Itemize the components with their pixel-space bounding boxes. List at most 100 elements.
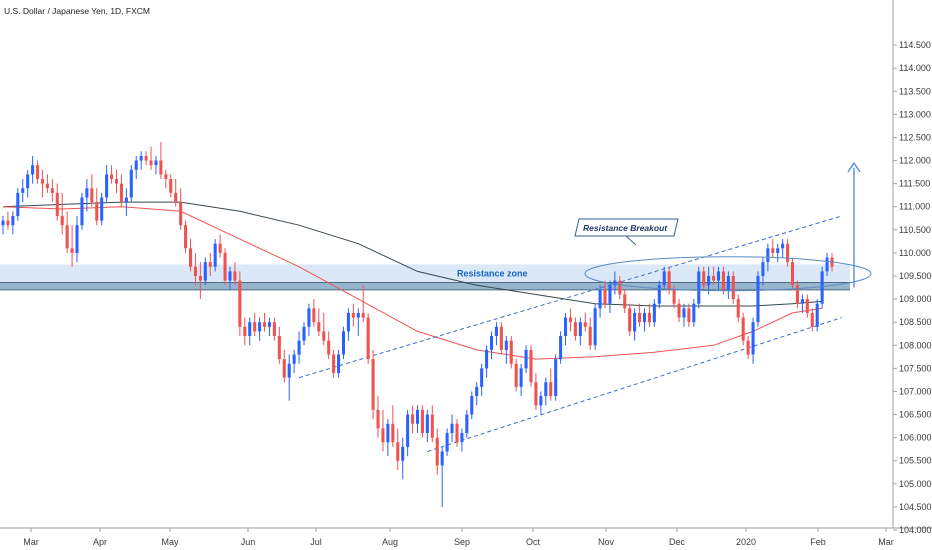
candle-body <box>1 220 5 226</box>
candle-body <box>317 322 321 332</box>
candle-body <box>11 215 15 226</box>
candle <box>272 317 276 341</box>
candle-body <box>430 414 434 438</box>
candle-body <box>6 220 10 226</box>
candle-body <box>559 336 563 360</box>
candle-body <box>45 183 49 189</box>
candle-body <box>509 340 513 364</box>
candle <box>820 266 824 309</box>
candle <box>815 299 819 332</box>
candle <box>282 349 286 383</box>
candle <box>40 169 45 198</box>
candle <box>623 289 627 313</box>
candle <box>105 165 109 203</box>
candle <box>366 312 370 364</box>
candle <box>406 409 410 457</box>
candle <box>287 354 291 401</box>
y-tick-label: 110.500 <box>899 225 931 235</box>
candle <box>489 331 494 360</box>
candle <box>50 179 54 203</box>
candle <box>652 299 656 327</box>
candle-body <box>401 446 405 461</box>
candle <box>825 252 829 276</box>
y-tick-label: 107.000 <box>899 386 932 396</box>
candle <box>731 271 735 304</box>
candle-body <box>613 280 617 286</box>
candle <box>805 294 809 318</box>
candle-body <box>36 165 40 180</box>
candle <box>228 266 232 290</box>
y-tick-label: 113.500 <box>899 86 931 96</box>
x-tick-label: Sep <box>454 537 470 547</box>
candle-body <box>415 409 420 424</box>
candle <box>386 419 390 457</box>
candle-body <box>554 359 558 397</box>
candle-body <box>292 354 296 364</box>
candle <box>781 239 785 258</box>
candle <box>519 363 523 397</box>
candle <box>193 252 197 286</box>
candle <box>45 174 49 193</box>
channel-lower-line <box>427 317 843 452</box>
candle-body <box>697 271 701 304</box>
candle <box>746 336 750 360</box>
candle <box>203 257 207 286</box>
candle <box>312 299 316 327</box>
y-tick-label: 111.000 <box>899 202 930 212</box>
candle <box>642 308 647 332</box>
candle <box>480 363 484 397</box>
candle-body <box>322 331 326 341</box>
candle-body <box>154 160 158 166</box>
candle <box>756 271 760 327</box>
candle <box>114 169 119 193</box>
candle-body <box>243 326 247 337</box>
candle <box>716 266 721 290</box>
y-tick-label: 113.000 <box>899 109 931 119</box>
candle <box>514 359 518 392</box>
candle-body <box>642 312 647 323</box>
candle <box>677 299 681 323</box>
candle <box>169 174 173 198</box>
candle <box>618 276 622 300</box>
candle-body <box>70 248 74 253</box>
candle-body <box>682 308 686 318</box>
candle <box>608 280 612 313</box>
candle-body <box>179 202 183 226</box>
candle-body <box>677 303 681 318</box>
candle-body <box>736 299 740 318</box>
candle-body <box>272 322 276 337</box>
candle <box>1 215 5 235</box>
x-tick-label: Nov <box>598 537 615 547</box>
candle <box>253 312 257 337</box>
candle-body <box>504 340 508 350</box>
candle <box>721 266 725 295</box>
candle-body <box>731 276 735 300</box>
candle-body <box>282 359 286 378</box>
candle-body <box>776 248 780 253</box>
x-tick-label: May <box>161 537 179 547</box>
candle-body <box>164 174 168 180</box>
candle-body <box>55 192 59 216</box>
candle <box>573 317 577 341</box>
candle <box>26 169 30 198</box>
candle-body <box>85 188 89 198</box>
candle <box>460 428 464 452</box>
candle <box>786 239 790 267</box>
candle-body <box>95 202 99 221</box>
candle <box>188 239 193 272</box>
candle <box>144 151 148 166</box>
candle-body <box>549 382 553 397</box>
candle-body <box>307 308 311 327</box>
callout-label: Resistance Breakout <box>583 223 668 233</box>
candle-body <box>435 437 439 466</box>
candle <box>16 188 20 221</box>
candle-body <box>144 155 148 161</box>
candle-body <box>455 423 459 443</box>
candle <box>248 317 252 346</box>
candle <box>544 377 548 406</box>
candle <box>307 303 311 337</box>
candle <box>381 409 385 452</box>
y-tick-label: 106.500 <box>899 410 932 420</box>
candle <box>179 188 183 230</box>
